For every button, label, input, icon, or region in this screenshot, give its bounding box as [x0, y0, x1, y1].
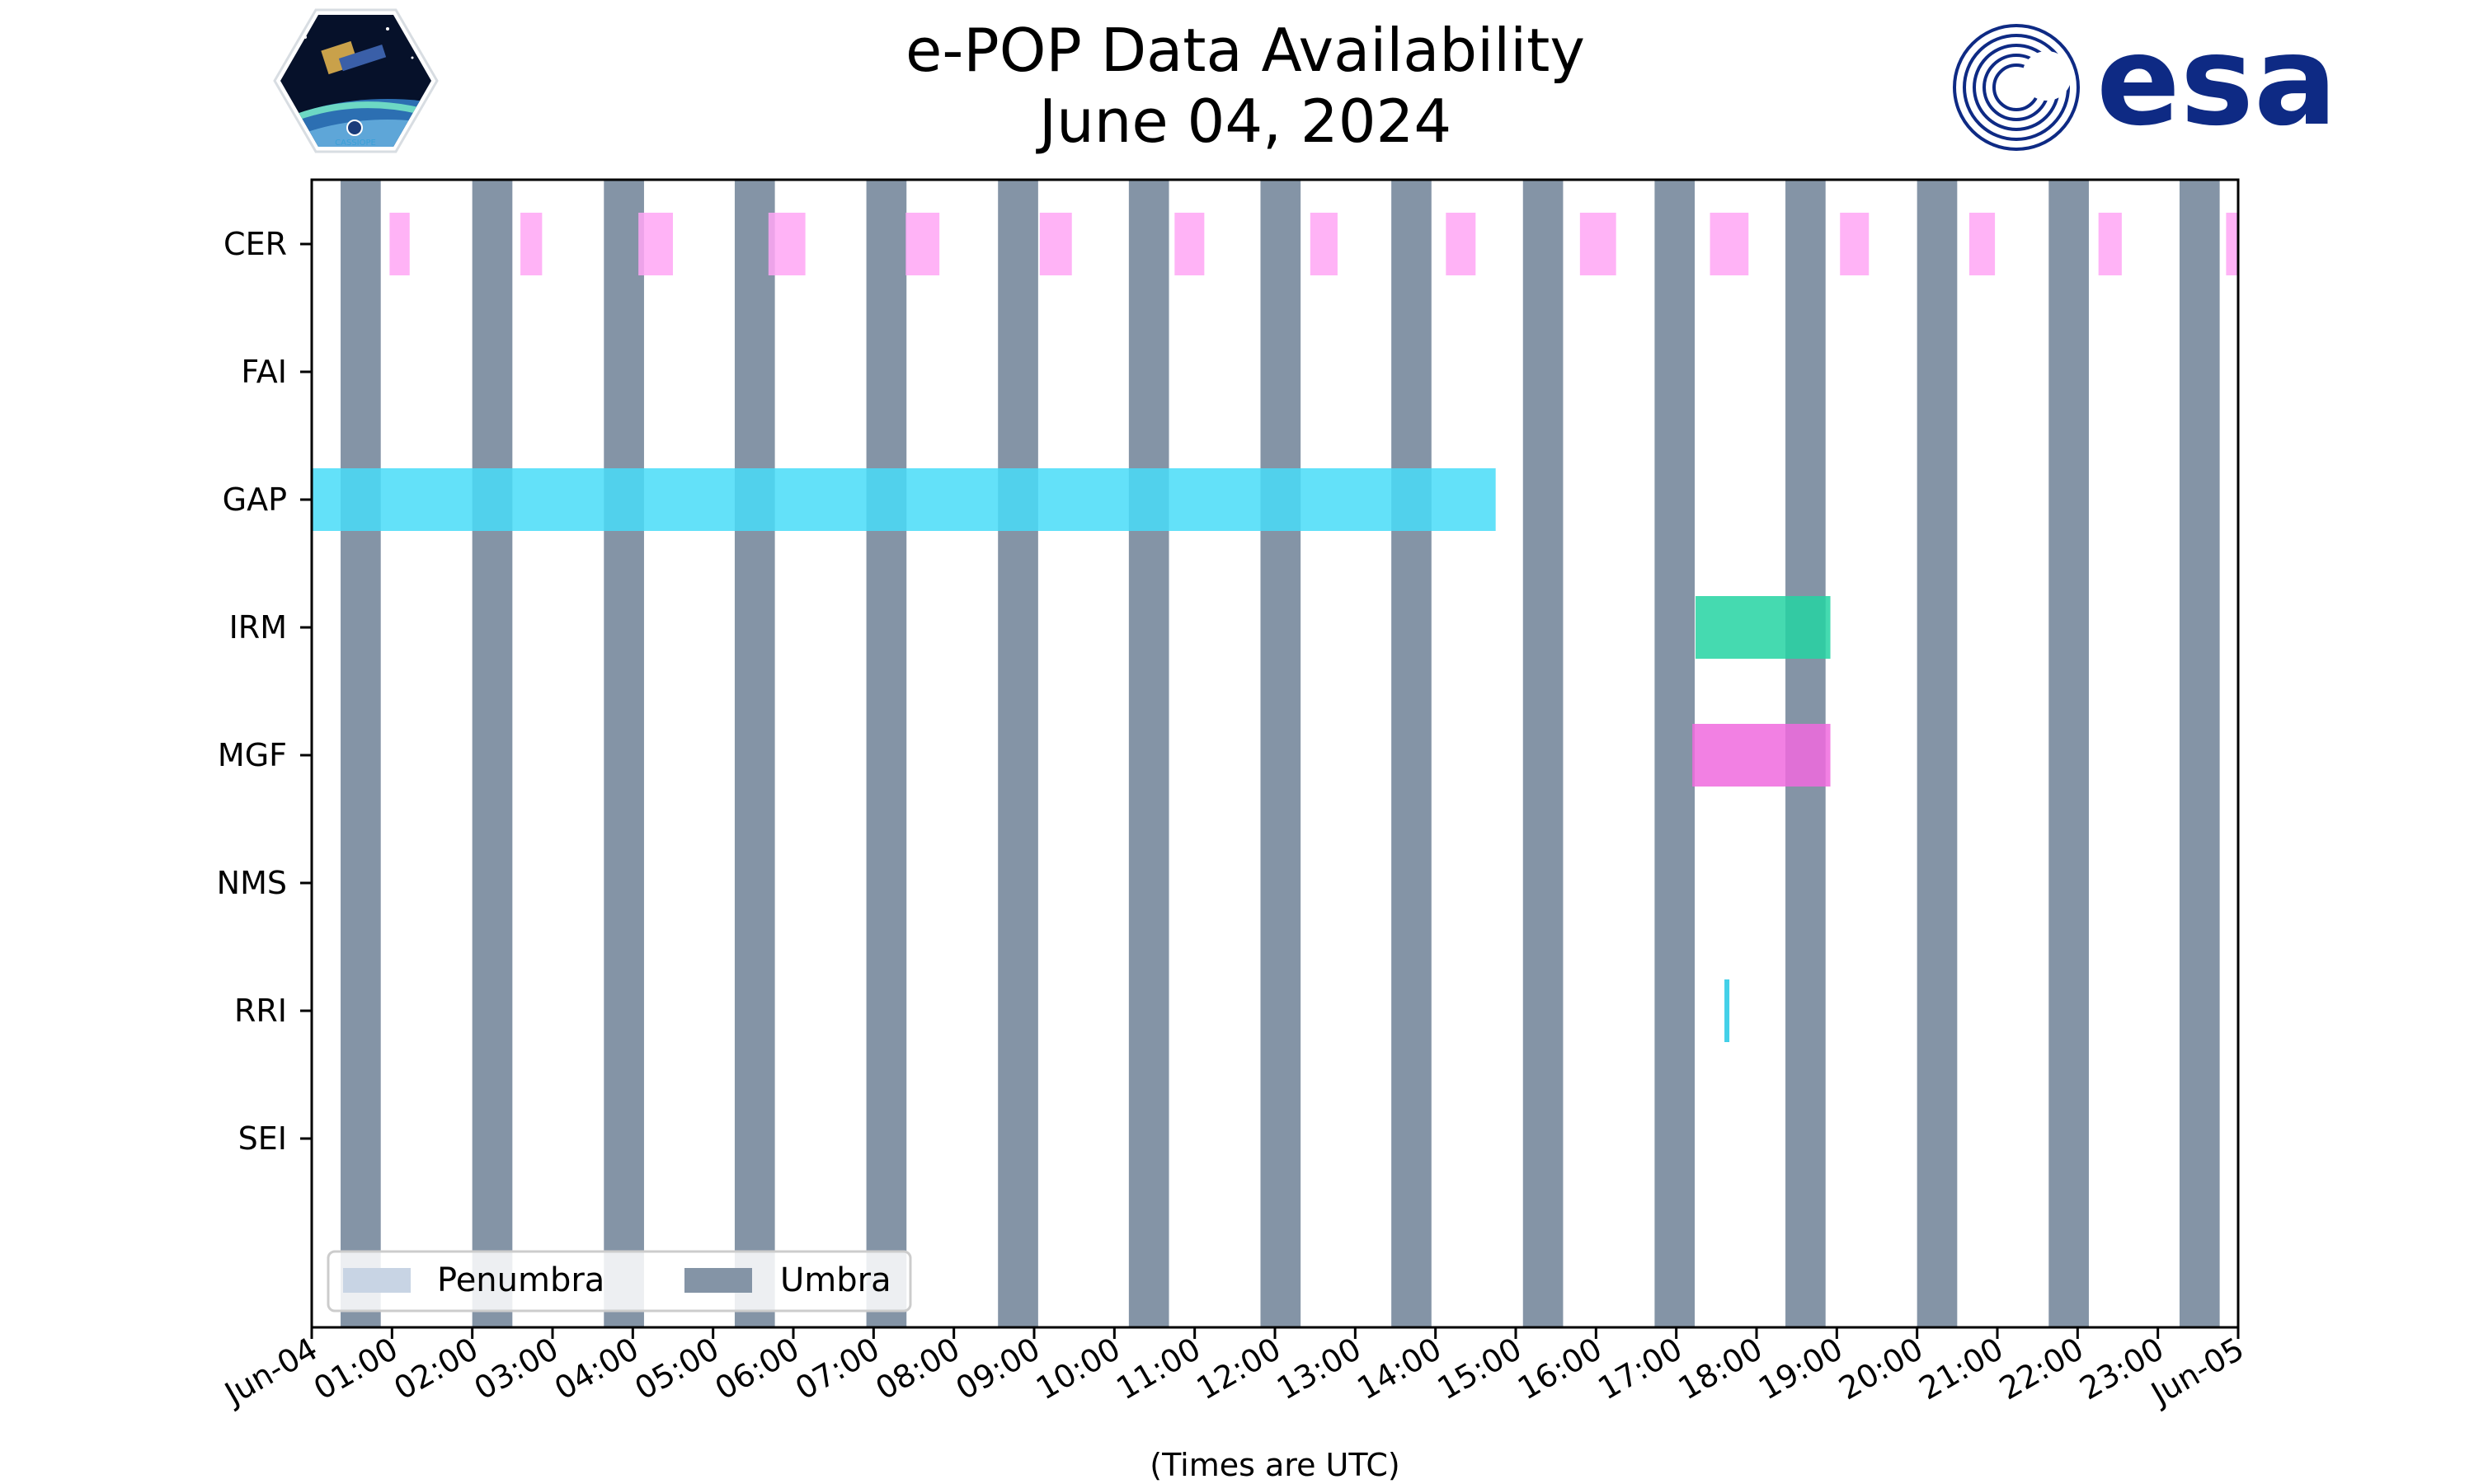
x-axis: Jun-0401:0002:0003:0004:0005:0006:0007:0…	[218, 1327, 2251, 1413]
y-tick-label-rri: RRI	[234, 993, 287, 1029]
umbra-band-15	[2179, 180, 2220, 1327]
esa-logo-text: esa	[2096, 10, 2337, 153]
y-tick-label-sei: SEI	[238, 1120, 287, 1157]
y-tick-label-mgf: MGF	[218, 737, 287, 773]
data-intervals	[312, 213, 2238, 1042]
x-tick-label-06-00: 06:00	[709, 1331, 806, 1407]
mgf-interval-1	[1692, 724, 1831, 787]
y-tick-label-gap: GAP	[223, 481, 287, 518]
umbra-bands	[341, 180, 2220, 1327]
x-tick-label-17-00: 17:00	[1592, 1331, 1688, 1407]
x-tick-label-jun-05: Jun-05	[2144, 1331, 2251, 1413]
cer-interval-12	[1840, 213, 1870, 275]
cer-interval-1	[389, 213, 410, 275]
x-tick-label-14-00: 14:00	[1351, 1331, 1447, 1407]
x-tick-label-09-00: 09:00	[950, 1331, 1047, 1407]
x-tick-label-03-00: 03:00	[468, 1331, 565, 1407]
legend-swatch-penumbra	[343, 1268, 411, 1293]
umbra-band-7	[1128, 180, 1169, 1327]
cer-interval-9	[1446, 213, 1476, 275]
x-tick-label-jun-04: Jun-04	[218, 1331, 324, 1413]
x-tick-label-22-00: 22:00	[1993, 1331, 2090, 1407]
x-tick-label-19-00: 19:00	[1752, 1331, 1849, 1407]
rri-interval-1	[1724, 979, 1730, 1042]
legend-label-penumbra: Penumbra	[437, 1261, 604, 1299]
cer-interval-5	[905, 213, 940, 275]
cer-interval-10	[1579, 213, 1616, 275]
irm-interval-1	[1696, 596, 1831, 659]
esa-logo: esa	[1953, 10, 2337, 153]
chart-subtitle: June 04, 2024	[1036, 87, 1451, 156]
umbra-band-3	[604, 180, 644, 1327]
x-tick-label-21-00: 21:00	[1913, 1331, 2010, 1407]
cer-interval-13	[1968, 213, 1996, 275]
umbra-band-2	[472, 180, 513, 1327]
umbra-band-14	[2048, 180, 2089, 1327]
cer-interval-8	[1310, 213, 1338, 275]
x-tick-label-07-00: 07:00	[789, 1331, 886, 1407]
umbra-band-8	[1260, 180, 1301, 1327]
legend: Penumbra Umbra	[327, 1250, 912, 1313]
x-tick-label-12-00: 12:00	[1191, 1331, 1287, 1407]
x-tick-label-16-00: 16:00	[1512, 1331, 1608, 1407]
x-tick-label-01-00: 01:00	[308, 1331, 404, 1407]
legend-swatch-umbra	[684, 1268, 752, 1293]
umbra-band-13	[1917, 180, 1958, 1327]
chart-title: e-POP Data Availability	[905, 16, 1585, 85]
x-tick-label-20-00: 20:00	[1832, 1331, 1929, 1407]
cer-interval-11	[1710, 213, 1749, 275]
x-tick-label-02-00: 02:00	[388, 1331, 484, 1407]
legend-box	[327, 1250, 912, 1313]
cer-interval-14	[2098, 213, 2122, 275]
umbra-band-6	[998, 180, 1038, 1327]
y-tick-label-nms: NMS	[217, 865, 287, 901]
x-tick-label-05-00: 05:00	[628, 1331, 725, 1407]
x-axis-label: (Times are UTC)	[1150, 1447, 1399, 1483]
gap-interval-1	[312, 468, 1496, 531]
umbra-band-4	[734, 180, 775, 1327]
umbra-band-10	[1522, 180, 1564, 1327]
x-tick-label-15-00: 15:00	[1432, 1331, 1528, 1407]
x-tick-label-11-00: 11:00	[1110, 1331, 1206, 1407]
x-tick-label-04-00: 04:00	[548, 1331, 645, 1407]
cer-interval-2	[520, 213, 543, 275]
y-tick-label-irm: IRM	[229, 609, 287, 646]
x-tick-label-10-00: 10:00	[1030, 1331, 1126, 1407]
x-tick-label-13-00: 13:00	[1271, 1331, 1367, 1407]
umbra-band-9	[1391, 180, 1432, 1327]
umbra-band-11	[1654, 180, 1696, 1327]
umbra-band-5	[866, 180, 907, 1327]
cer-interval-6	[1039, 213, 1072, 275]
y-tick-label-cer: CER	[223, 226, 287, 262]
x-tick-label-08-00: 08:00	[869, 1331, 966, 1407]
cer-interval-3	[638, 213, 673, 275]
cer-interval-15	[2226, 213, 2238, 275]
cer-interval-4	[768, 213, 806, 275]
cer-interval-7	[1174, 213, 1205, 275]
legend-label-umbra: Umbra	[780, 1261, 891, 1299]
cassiope-logo-text: CASSIOPE	[335, 139, 376, 148]
y-axis: CER FAI GAP IRM MGF NMS RRI SEI	[217, 226, 312, 1157]
x-tick-label-18-00: 18:00	[1672, 1331, 1769, 1407]
y-tick-label-fai: FAI	[241, 354, 287, 390]
umbra-band-1	[341, 180, 381, 1327]
